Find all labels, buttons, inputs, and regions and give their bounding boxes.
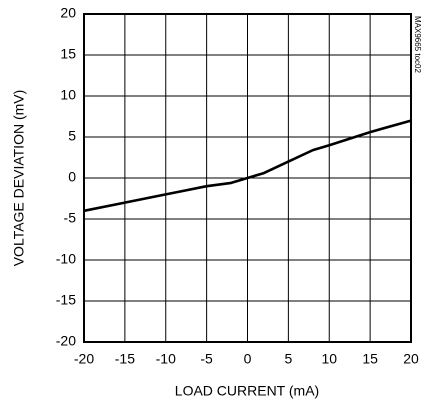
y-tick-label: -15 xyxy=(56,292,76,308)
x-tick-label: -20 xyxy=(74,351,94,367)
x-axis-label: LOAD CURRENT (mA) xyxy=(175,383,319,399)
y-tick-label: 5 xyxy=(68,128,76,144)
x-tick-label: 0 xyxy=(244,351,252,367)
x-tick-label: -15 xyxy=(115,351,135,367)
x-tick-label: 15 xyxy=(362,351,378,367)
y-tick-label: 15 xyxy=(60,46,76,62)
x-tick-label: 10 xyxy=(321,351,337,367)
y-tick-label: -10 xyxy=(56,251,76,267)
data-line xyxy=(83,119,412,213)
x-tick-label: 20 xyxy=(403,351,419,367)
annotation: MAX9665 toc02 xyxy=(413,16,422,73)
x-tick-label: 5 xyxy=(284,351,292,367)
y-tick-label: 20 xyxy=(60,5,76,21)
y-tick-label: -5 xyxy=(64,210,77,226)
y-tick-label: -20 xyxy=(56,333,76,349)
y-tick-label: 10 xyxy=(60,87,76,103)
plot-frame xyxy=(83,13,412,343)
x-tick-label: -5 xyxy=(200,351,213,367)
x-tick-label: -10 xyxy=(156,351,176,367)
y-axis-label: VOLTAGE DEVIATION (mV) xyxy=(11,90,27,267)
y-tick-label: 0 xyxy=(68,169,76,185)
